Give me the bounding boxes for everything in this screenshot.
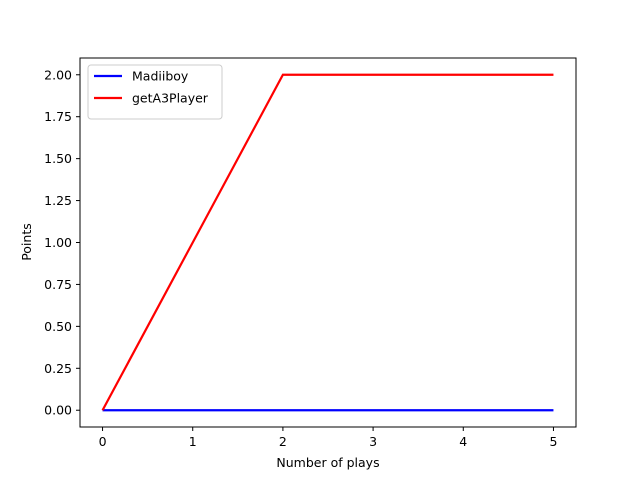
legend-entry-madiiboy: Madiiboy	[132, 69, 189, 84]
x-tick-label: 4	[459, 434, 467, 449]
series-line-geta3player	[101, 73, 554, 411]
legend-box	[87, 64, 223, 120]
x-tick-label: 0	[99, 434, 107, 449]
y-tick-label: 0.25	[44, 361, 72, 376]
y-tick-label: 1.00	[44, 235, 72, 250]
x-tick-label: 3	[369, 434, 377, 449]
y-tick-label: 0.50	[44, 319, 72, 334]
y-tick-label: 2.00	[44, 67, 72, 82]
y-tick-label: 1.50	[44, 151, 72, 166]
y-tick-label: 0.75	[44, 277, 72, 292]
y-tick-label: 1.75	[44, 109, 72, 124]
x-tick-label: 1	[189, 434, 197, 449]
plot-area: 0 1 2 3 4 5 0.00 0.25 0.50 0.75 1.00 1.25 1.50 1.75 2.…	[44, 57, 577, 449]
y-tick-label: 0.00	[44, 403, 72, 418]
x-axis-label: Number of plays	[276, 455, 379, 470]
y-tick-label: 1.25	[44, 193, 72, 208]
legend-entry-geta3player: getA3Player	[132, 91, 209, 106]
x-tick-label: 2	[279, 434, 287, 449]
x-tick-label: 5	[549, 434, 557, 449]
y-axis-label: Points	[19, 223, 34, 261]
